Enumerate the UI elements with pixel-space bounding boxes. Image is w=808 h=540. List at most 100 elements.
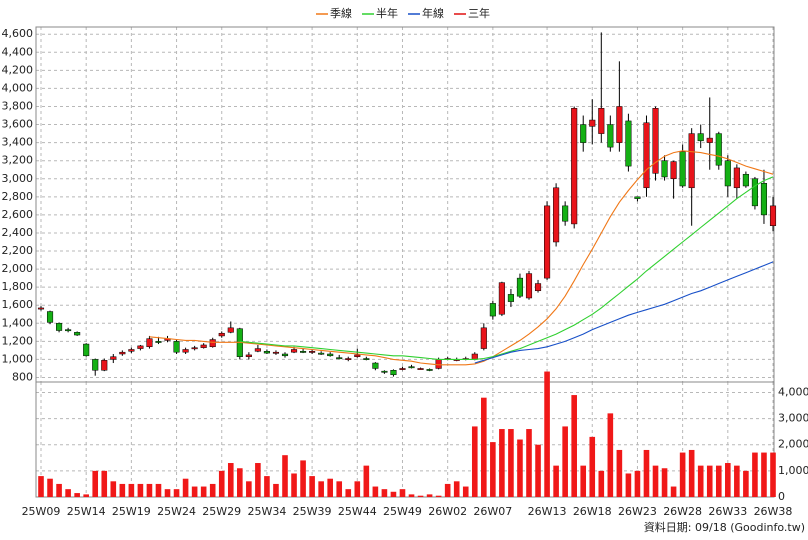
candle-body bbox=[498, 282, 505, 315]
candle-body bbox=[56, 323, 63, 331]
candle-body bbox=[227, 327, 234, 333]
x-tick-label: 26W07 bbox=[473, 505, 512, 518]
y-tick-label: 3,800 bbox=[2, 99, 34, 112]
volume-bar bbox=[490, 442, 496, 497]
volume-bar bbox=[327, 478, 333, 497]
volume-bar bbox=[526, 429, 532, 497]
candle-body bbox=[254, 348, 261, 352]
candle-body bbox=[155, 341, 162, 343]
y-tick-label: 1,400 bbox=[2, 316, 34, 329]
candle-body bbox=[534, 283, 542, 292]
volume-bar bbox=[399, 489, 406, 497]
volume-bar bbox=[345, 489, 352, 497]
volume-bar bbox=[444, 483, 451, 497]
volume-bar bbox=[553, 465, 559, 497]
candle-body bbox=[652, 108, 659, 174]
candle-body bbox=[688, 133, 695, 189]
volume-bar bbox=[146, 483, 153, 497]
volume-bar bbox=[571, 395, 577, 497]
volume-bar bbox=[291, 473, 297, 497]
volume-bar bbox=[517, 439, 523, 497]
volume-bar bbox=[417, 495, 424, 497]
candle-body bbox=[408, 366, 415, 369]
volume-bar bbox=[706, 465, 713, 497]
volume-tick-label: 2,000 bbox=[778, 438, 808, 451]
volume-bar bbox=[652, 465, 659, 497]
y-tick-label: 4,600 bbox=[2, 27, 34, 40]
volume-bar bbox=[580, 465, 587, 497]
x-tick-label: 25W39 bbox=[293, 505, 332, 518]
x-tick-label: 25W44 bbox=[338, 505, 377, 518]
candle-body bbox=[83, 343, 90, 357]
candle-body bbox=[589, 119, 596, 127]
volume-bar bbox=[300, 460, 306, 497]
candle-body bbox=[173, 341, 180, 353]
y-tick-label: 2,600 bbox=[2, 208, 34, 221]
y-tick-label: 4,200 bbox=[2, 63, 34, 76]
volume-bar bbox=[462, 486, 469, 497]
volume-bar bbox=[237, 468, 243, 497]
volume-bar bbox=[499, 429, 505, 497]
x-tick-label: 26W38 bbox=[754, 505, 793, 518]
candle-body bbox=[336, 357, 343, 360]
x-tick-label: 25W34 bbox=[247, 505, 286, 518]
candle-body bbox=[697, 133, 704, 142]
volume-bar bbox=[47, 478, 53, 497]
candle-body bbox=[65, 329, 72, 332]
volume-bar bbox=[363, 465, 370, 497]
volume-bar bbox=[761, 452, 767, 497]
volume-bar bbox=[101, 470, 108, 497]
legend-label: 三年 bbox=[468, 6, 490, 20]
candle-body bbox=[634, 196, 641, 199]
candle-body bbox=[110, 356, 117, 360]
candle-body bbox=[345, 358, 352, 360]
volume-bar bbox=[65, 489, 71, 497]
x-tick-label: 25W14 bbox=[67, 505, 106, 518]
volume-bar bbox=[164, 489, 171, 497]
candle-body bbox=[272, 351, 280, 354]
x-tick-label: 26W33 bbox=[708, 505, 747, 518]
candle-body bbox=[679, 151, 686, 187]
volume-bar bbox=[697, 465, 704, 497]
candle-body bbox=[281, 353, 289, 357]
candle-body bbox=[480, 327, 487, 349]
candle-body bbox=[733, 167, 740, 189]
candle-body bbox=[309, 351, 316, 353]
candle-body bbox=[191, 347, 198, 350]
x-tick-label: 25W24 bbox=[157, 505, 196, 518]
candle-body bbox=[137, 345, 144, 349]
volume-bar bbox=[625, 473, 632, 497]
volume-bar bbox=[670, 486, 677, 497]
candle-body bbox=[182, 349, 189, 353]
volume-bar bbox=[435, 495, 442, 497]
candle-body bbox=[74, 332, 81, 336]
volume-bar bbox=[282, 455, 288, 497]
candle-body bbox=[372, 362, 379, 369]
y-tick-label: 2,800 bbox=[2, 190, 34, 203]
candle-body bbox=[101, 360, 108, 371]
candle-body bbox=[46, 311, 54, 323]
volume-bar bbox=[481, 397, 487, 497]
volume-bar bbox=[734, 465, 740, 497]
volume-bar bbox=[535, 444, 541, 497]
volume-tick-label: 4,000 bbox=[778, 385, 808, 398]
y-tick-label: 1,000 bbox=[2, 352, 34, 365]
ma-line bbox=[239, 176, 774, 360]
candle-body bbox=[209, 339, 216, 348]
legend-label: 半年 bbox=[376, 6, 398, 20]
candle-body bbox=[670, 161, 677, 180]
x-tick-label: 25W09 bbox=[22, 505, 61, 518]
volume-bar bbox=[372, 486, 379, 497]
volume-bar bbox=[200, 486, 207, 497]
volume-bar bbox=[408, 494, 415, 497]
candle-body bbox=[417, 368, 424, 370]
volume-bar bbox=[182, 478, 189, 497]
candle-body bbox=[571, 108, 578, 225]
candle-body bbox=[390, 370, 397, 376]
y-tick-label: 800 bbox=[12, 370, 33, 383]
volume-tick-label: 3,000 bbox=[778, 412, 808, 425]
candle-body bbox=[742, 173, 749, 187]
candle-body bbox=[200, 344, 207, 348]
